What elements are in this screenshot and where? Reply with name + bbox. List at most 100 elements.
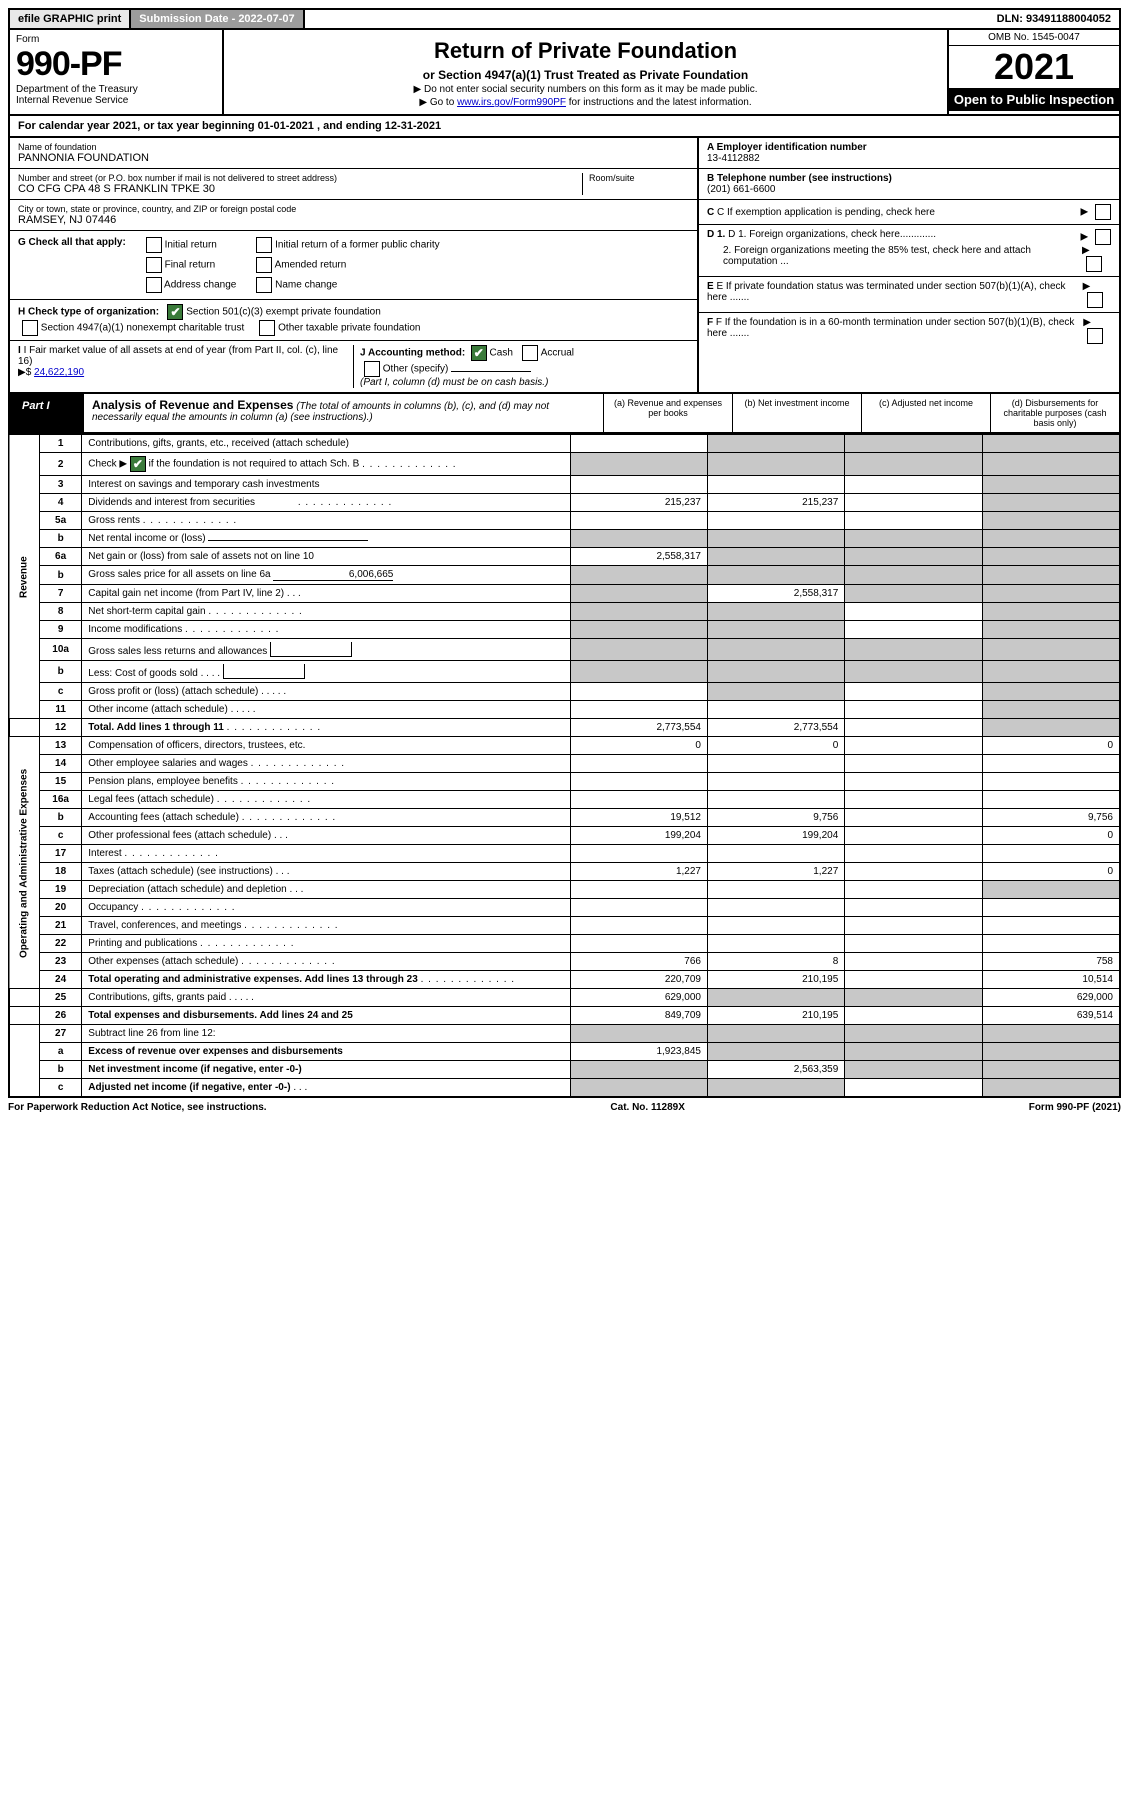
col-d-head: (d) Disbursements for charitable purpose… (990, 394, 1119, 432)
table-row: 3 Interest on savings and temporary cash… (9, 476, 1120, 494)
info-left: Name of foundation PANNONIA FOUNDATION N… (10, 138, 697, 392)
table-row: b Gross sales price for all assets on li… (9, 566, 1120, 585)
form-title: Return of Private Foundation (232, 38, 939, 64)
part1-title: Analysis of Revenue and Expenses (The to… (84, 394, 603, 432)
table-row: 2 Check ▶ ✔ if the foundation is not req… (9, 453, 1120, 476)
table-row: 15 Pension plans, employee benefits (9, 773, 1120, 791)
tax-year: 2021 (949, 46, 1119, 88)
table-row: c Other professional fees (attach schedu… (9, 827, 1120, 845)
table-row: 6a Net gain or (loss) from sale of asset… (9, 548, 1120, 566)
fmv-link[interactable]: 24,622,190 (34, 367, 84, 378)
page-footer: For Paperwork Reduction Act Notice, see … (8, 1098, 1121, 1117)
note-link: ▶ Go to www.irs.gov/Form990PF for instru… (232, 97, 939, 108)
top-bar: efile GRAPHIC print Submission Date - 20… (8, 8, 1121, 30)
table-row: b Net investment income (if negative, en… (9, 1061, 1120, 1079)
form-number: 990-PF (16, 45, 216, 84)
table-row: c Gross profit or (loss) (attach schedul… (9, 683, 1120, 701)
room-suite-label: Room/suite (589, 173, 689, 183)
col-a-head: (a) Revenue and expenses per books (603, 394, 732, 432)
checkbox-address-change[interactable] (146, 277, 162, 293)
header-right: OMB No. 1545-0047 2021 Open to Public In… (947, 30, 1119, 114)
checkbox-accrual[interactable] (522, 345, 538, 361)
dln: DLN: 93491188004052 (989, 10, 1119, 28)
catalog-number: Cat. No. 11289X (610, 1102, 684, 1113)
form-label: Form (16, 34, 216, 45)
info-right: A Employer identification number 13-4112… (697, 138, 1119, 392)
dept-treasury: Department of the Treasury (16, 84, 216, 95)
table-row: 16a Legal fees (attach schedule) (9, 791, 1120, 809)
submission-date: Submission Date - 2022-07-07 (131, 10, 304, 28)
table-row: 17 Interest (9, 845, 1120, 863)
form-header: Form 990-PF Department of the Treasury I… (8, 30, 1121, 116)
efile-badge[interactable]: efile GRAPHIC print (10, 10, 131, 28)
checkbox-name-change[interactable] (256, 277, 272, 293)
section-d: D 1. D 1. Foreign organizations, check h… (699, 225, 1119, 277)
table-row: 26 Total expenses and disbursements. Add… (9, 1007, 1120, 1025)
table-row: 25 Contributions, gifts, grants paid . .… (9, 989, 1120, 1007)
form-footer: Form 990-PF (2021) (1029, 1102, 1121, 1113)
checkbox-final-return[interactable] (146, 257, 162, 273)
table-row: b Less: Cost of goods sold . . . . (9, 661, 1120, 683)
calendar-year-row: For calendar year 2021, or tax year begi… (8, 116, 1121, 138)
table-row: c Adjusted net income (if negative, ente… (9, 1079, 1120, 1098)
section-g: G Check all that apply: Initial return F… (10, 231, 697, 300)
table-row: 5a Gross rents (9, 512, 1120, 530)
checkbox-schb[interactable]: ✔ (130, 456, 146, 472)
table-row: 14 Other employee salaries and wages (9, 755, 1120, 773)
checkbox-exemption-pending[interactable] (1095, 204, 1111, 220)
table-row: 23 Other expenses (attach schedule) 7668… (9, 953, 1120, 971)
table-row: 4 Dividends and interest from securities… (9, 494, 1120, 512)
table-row: Revenue 1 Contributions, gifts, grants, … (9, 435, 1120, 453)
section-e: E E If private foundation status was ter… (699, 277, 1119, 313)
table-row: 11 Other income (attach schedule) . . . … (9, 701, 1120, 719)
table-row: a Excess of revenue over expenses and di… (9, 1043, 1120, 1061)
section-c: C C If exemption application is pending,… (699, 200, 1119, 225)
checkbox-other-method[interactable] (364, 361, 380, 377)
table-row: 12 Total. Add lines 1 through 11 2,773,5… (9, 719, 1120, 737)
open-public-badge: Open to Public Inspection (949, 88, 1119, 111)
part1-table: Revenue 1 Contributions, gifts, grants, … (8, 434, 1121, 1098)
checkbox-501c3[interactable]: ✔ (167, 304, 183, 320)
table-row: 7 Capital gain net income (from Part IV,… (9, 585, 1120, 603)
checkbox-initial-return[interactable] (146, 237, 162, 253)
checkbox-cash[interactable]: ✔ (471, 345, 487, 361)
checkbox-60month[interactable] (1087, 328, 1103, 344)
table-row: 10a Gross sales less returns and allowan… (9, 639, 1120, 661)
table-row: b Net rental income or (loss) (9, 530, 1120, 548)
table-row: Operating and Administrative Expenses 13… (9, 737, 1120, 755)
table-row: 21 Travel, conferences, and meetings (9, 917, 1120, 935)
checkbox-status-terminated[interactable] (1087, 292, 1103, 308)
table-row: 19 Depreciation (attach schedule) and de… (9, 881, 1120, 899)
paperwork-notice: For Paperwork Reduction Act Notice, see … (8, 1102, 267, 1113)
expenses-label: Operating and Administrative Expenses (9, 737, 39, 989)
checkbox-initial-former[interactable] (256, 237, 272, 253)
revenue-label: Revenue (9, 435, 39, 719)
ein-cell: A Employer identification number 13-4112… (699, 138, 1119, 169)
section-f: F F If the foundation is in a 60-month t… (699, 313, 1119, 348)
info-grid: Name of foundation PANNONIA FOUNDATION N… (8, 138, 1121, 394)
col-b-head: (b) Net investment income (732, 394, 861, 432)
checkbox-4947[interactable] (22, 320, 38, 336)
part1-label: Part I (10, 394, 84, 432)
header-center: Return of Private Foundation or Section … (224, 30, 947, 114)
section-hij: H Check type of organization: ✔ Section … (10, 300, 697, 392)
omb-number: OMB No. 1545-0047 (949, 30, 1119, 46)
table-row: 9 Income modifications (9, 621, 1120, 639)
irs-link[interactable]: www.irs.gov/Form990PF (457, 97, 566, 108)
table-row: 18 Taxes (attach schedule) (see instruct… (9, 863, 1120, 881)
address-cell: Number and street (or P.O. box number if… (10, 169, 697, 200)
city-cell: City or town, state or province, country… (10, 200, 697, 231)
section-ij: I I Fair market value of all assets at e… (10, 341, 697, 392)
phone-cell: B Telephone number (see instructions) (2… (699, 169, 1119, 200)
checkbox-foreign-org[interactable] (1095, 229, 1111, 245)
table-row: 27 Subtract line 26 from line 12: (9, 1025, 1120, 1043)
table-row: 20 Occupancy (9, 899, 1120, 917)
checkbox-85pct[interactable] (1086, 256, 1102, 272)
name-cell: Name of foundation PANNONIA FOUNDATION (10, 138, 697, 169)
table-row: 24 Total operating and administrative ex… (9, 971, 1120, 989)
part1-header: Part I Analysis of Revenue and Expenses … (8, 394, 1121, 434)
checkbox-other-taxable[interactable] (259, 320, 275, 336)
checkbox-amended-return[interactable] (256, 257, 272, 273)
table-row: 22 Printing and publications (9, 935, 1120, 953)
form-subtitle: or Section 4947(a)(1) Trust Treated as P… (232, 68, 939, 82)
